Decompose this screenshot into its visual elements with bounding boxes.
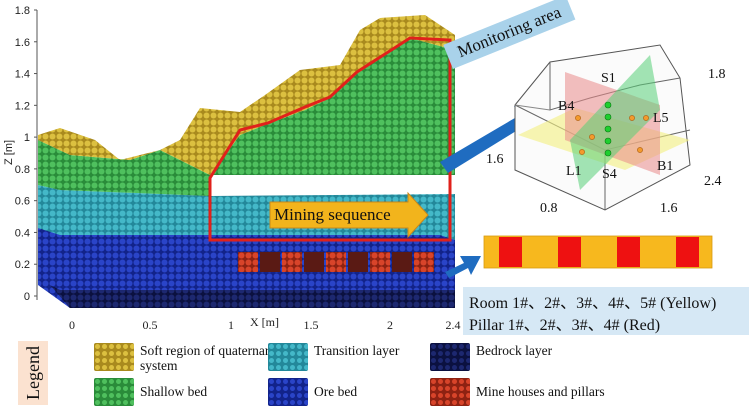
- bedrock-swatch: [430, 343, 470, 371]
- pillars-text: Pillar 1#、2#、3#、4# (Red): [469, 317, 661, 334]
- x-axis: 0 0.5 1 1.5 2 2.4 X [m]: [69, 315, 461, 332]
- monitor-point: [637, 147, 643, 153]
- mining-sequence-label: Mining sequence: [274, 205, 391, 224]
- monitor-point: [575, 115, 581, 121]
- rooms-text: Room 1#、2#、3#、4#、5# (Yellow): [469, 295, 717, 312]
- monitor-point: [629, 115, 635, 121]
- mine-pillar-block: [392, 252, 412, 272]
- x-tick-label: 0: [69, 318, 75, 332]
- legend-label-soft: Soft region of quaternary system: [140, 343, 277, 373]
- legend-item-bedrock: Bedrock layer: [430, 343, 552, 371]
- x-tick-label: 0.5: [143, 318, 158, 332]
- legend-item-shallow: Shallow bed: [94, 378, 207, 406]
- z-axis: 1.8 1.6 1.4 1.2 1 0.8 0.6 0.4 0.2 0 Z [m]: [3, 5, 38, 303]
- box-dimension-label: 0.8: [540, 201, 558, 216]
- shallow-bed-layer: [38, 38, 455, 196]
- mine-room-block: [282, 252, 302, 272]
- mining-sequence-arrow: [269, 191, 429, 239]
- legend-title-box: Legend: [18, 341, 48, 405]
- monitor-point: [589, 134, 595, 140]
- monitor-point: [604, 125, 612, 133]
- z-tick-label: 0.6: [15, 196, 30, 208]
- monitor-point: [604, 113, 612, 121]
- z-tick-label: 1.8: [15, 5, 30, 17]
- mine-room-block: [238, 252, 258, 272]
- legend-item-ore: Ore bed: [268, 378, 357, 406]
- shallow-swatch: [94, 378, 134, 406]
- monitor-point-label: S4: [602, 167, 617, 182]
- z-tick-label: 1: [24, 132, 30, 144]
- z-axis-label: Z [m]: [3, 140, 15, 165]
- x-tick-label: 1: [228, 318, 234, 332]
- transition-swatch: [268, 343, 308, 371]
- z-tick-label: 1.6: [15, 37, 30, 49]
- mine-pillar-block: [260, 252, 280, 272]
- z-tick-label: 0.4: [15, 227, 30, 239]
- monitoring-box: B4 S1 L5 L1 S4 B1 1.8 1.6 2.4 0.8 1.6: [486, 44, 726, 216]
- monitor-point: [604, 137, 612, 145]
- box-dimension-label: 1.8: [708, 67, 726, 82]
- x-tick-label: 2.4: [446, 318, 461, 332]
- x-tick-label: 2: [387, 318, 393, 332]
- monitor-point-label: B4: [558, 99, 574, 114]
- legend-label-shallow: Shallow bed: [140, 384, 208, 399]
- monitor-point: [604, 149, 612, 157]
- z-tick-label: 1.4: [15, 69, 30, 81]
- pillar-segment: [617, 237, 640, 267]
- x-axis-label: X [m]: [250, 315, 279, 329]
- pillar-segment: [676, 237, 699, 267]
- pillar-segment: [499, 237, 522, 267]
- z-tick-label: 0: [24, 291, 30, 303]
- mine-swatch: [430, 378, 470, 406]
- mine-houses-row: [238, 252, 434, 272]
- soft-region-layer: [38, 15, 455, 175]
- pillar-segment: [558, 237, 581, 267]
- legend-label-transition: Transition layer: [314, 343, 400, 358]
- legend-label-ore: Ore bed: [314, 384, 358, 399]
- excavation-frame: [208, 36, 452, 242]
- room-pillar-strip: [483, 235, 713, 269]
- z-tick-label: 0.8: [15, 164, 30, 176]
- monitor-point-label: B1: [657, 159, 673, 174]
- mine-room-block: [326, 252, 346, 272]
- box-dimension-label: 1.6: [486, 152, 504, 167]
- monitor-point-label: L1: [566, 164, 582, 179]
- legend-title: Legend: [22, 346, 43, 400]
- legend-item-soft: Soft region of quaternary system: [94, 343, 280, 373]
- monitor-point: [604, 101, 612, 109]
- room-pillar-info: Room 1#、2#、3#、4#、5# (Yellow) Pillar 1#、2…: [463, 287, 749, 335]
- mine-pillar-block: [348, 252, 368, 272]
- mine-pillar-block: [304, 252, 324, 272]
- monitor-point: [643, 115, 649, 121]
- model-block: [38, 15, 455, 308]
- green-monitor-plane: [570, 55, 660, 190]
- mine-room-block: [370, 252, 390, 272]
- x-tick-label: 1.5: [304, 318, 319, 332]
- z-tick-label: 1.2: [15, 100, 30, 112]
- mine-strip-arrow: [445, 256, 481, 278]
- legend-item-transition: Transition layer: [268, 343, 399, 371]
- monitor-point-label: L5: [653, 111, 669, 126]
- mine-room-block: [414, 252, 434, 272]
- ore-swatch: [268, 378, 308, 406]
- monitor-point-label: S1: [601, 71, 616, 86]
- legend-label-mine: Mine houses and pillars: [476, 384, 605, 399]
- box-dimension-label: 1.6: [660, 201, 678, 216]
- z-tick-label: 0.2: [15, 259, 30, 271]
- bedrock-front: [50, 285, 455, 308]
- soft-swatch: [94, 343, 134, 371]
- monitor-point: [579, 149, 585, 155]
- legend-item-mine: Mine houses and pillars: [430, 378, 605, 406]
- box-dimension-label: 2.4: [704, 174, 722, 189]
- legend-label-bedrock: Bedrock layer: [476, 343, 553, 358]
